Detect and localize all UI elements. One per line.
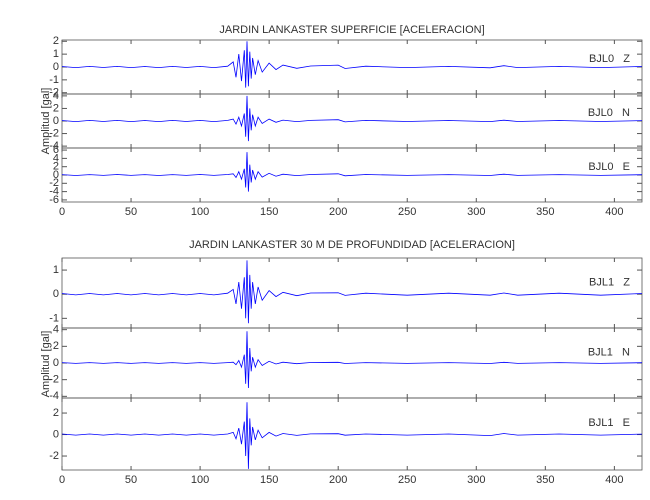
y-tick-label: 0 [53, 115, 59, 127]
y-tick-label: -4 [49, 140, 59, 152]
x-tick-label: 300 [467, 474, 485, 486]
waveform [61, 402, 643, 469]
y-tick-label: 1 [53, 264, 59, 276]
y-tick-label: -2 [49, 450, 59, 462]
x-tick-label: 400 [605, 474, 623, 486]
x-tick-label: 350 [536, 474, 554, 486]
y-tick-label: -1 [49, 312, 59, 324]
x-tick-label: 0 [59, 206, 65, 218]
x-tick-label: 400 [605, 206, 623, 218]
x-tick-label: 200 [329, 206, 347, 218]
waveform [61, 152, 643, 192]
x-tick-label: 50 [125, 474, 137, 486]
station-label: BJL0 Z [589, 53, 630, 65]
y-tick-label: 6 [53, 144, 59, 156]
y-tick-label: 2 [53, 407, 59, 419]
x-tick-label: 50 [125, 206, 137, 218]
y-tick-label: 0 [53, 61, 59, 73]
y-tick-label: 4 [53, 152, 59, 164]
y-tick-label: 2 [53, 102, 59, 114]
waveform [61, 260, 643, 324]
y-tick-label: 1 [53, 48, 59, 60]
y-tick-label: 4 [53, 324, 59, 336]
y-axis-label: Amplitud [gal] [40, 88, 52, 155]
y-tick-label: 0 [53, 288, 59, 300]
x-tick-label: 200 [329, 474, 347, 486]
y-axis-label: Amplitud [gal] [40, 331, 52, 398]
x-tick-label: 300 [467, 206, 485, 218]
station-label: BJL0 E [588, 161, 630, 173]
y-tick-label: -4 [49, 390, 59, 402]
x-tick-label: 250 [398, 206, 416, 218]
y-tick-label: 2 [53, 35, 59, 47]
y-tick-label: 2 [53, 340, 59, 352]
x-tick-label: 250 [398, 474, 416, 486]
y-tick-label: -4 [49, 186, 59, 198]
y-tick-label: -2 [49, 374, 59, 386]
x-tick-label: 350 [536, 206, 554, 218]
x-tick-label: 150 [260, 206, 278, 218]
station-label: BJL1 Z [589, 276, 630, 288]
y-tick-label: 2 [53, 161, 59, 173]
station-label: BJL1 E [588, 417, 630, 429]
y-tick-label: 0 [53, 169, 59, 181]
y-tick-label: 4 [53, 90, 59, 102]
y-tick-label: -6 [49, 194, 59, 206]
y-tick-label: -2 [49, 87, 59, 99]
x-tick-label: 150 [260, 474, 278, 486]
x-tick-label: 0 [59, 474, 65, 486]
y-tick-label: -1 [49, 74, 59, 86]
y-tick-label: 0 [53, 357, 59, 369]
chart-title: JARDIN LANKASTER SUPERFICIE [ACELERACION… [219, 24, 484, 36]
station-label: BJL0 N [588, 107, 630, 119]
y-tick-label: 0 [53, 428, 59, 440]
y-tick-label: -2 [49, 127, 59, 139]
x-tick-label: 100 [191, 474, 209, 486]
chart-title: JARDIN LANKASTER 30 M DE PROFUNDIDAD [AC… [189, 239, 515, 251]
waveform [61, 95, 643, 142]
waveform [61, 331, 643, 389]
y-tick-label: -2 [49, 177, 59, 189]
x-tick-label: 100 [191, 206, 209, 218]
waveform [61, 41, 643, 88]
station-label: BJL1 N [588, 346, 630, 358]
